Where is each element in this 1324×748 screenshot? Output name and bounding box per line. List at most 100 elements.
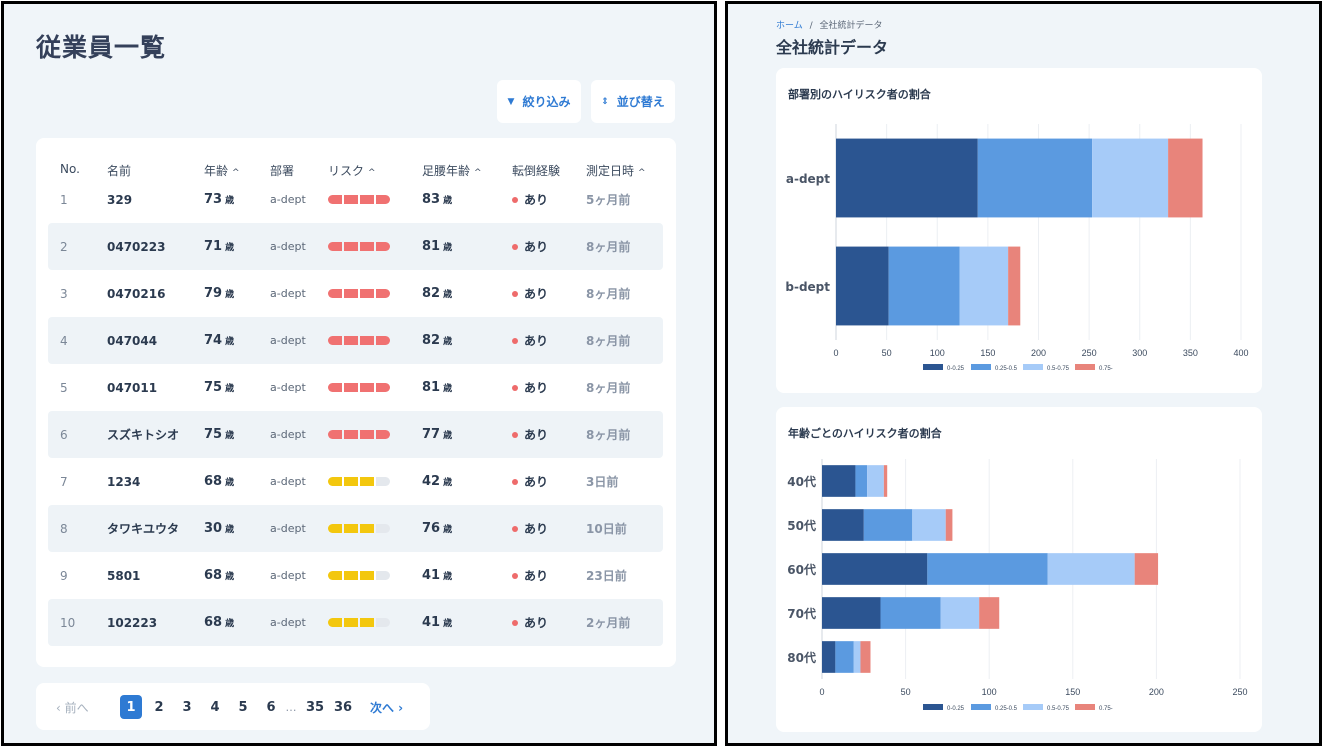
risk-segment [376,383,390,392]
foot-age-value: 82 [422,286,441,301]
fall-value: あり [524,287,549,301]
employee-age: 71 歳 [204,223,234,270]
sort-caret-icon[interactable]: ^ [368,168,376,178]
bar-segment [836,246,889,326]
measured-date: 8ヶ月前 [586,334,631,348]
employee-name: 0470216 [107,286,166,301]
table-row[interactable]: 5 047011 75 歳 a-dept 81 歳あり 8ヶ月前 [48,364,663,411]
bar-segment [1008,246,1021,326]
age-unit: 歳 [225,525,235,535]
page-button[interactable]: 5 [238,699,248,715]
column-header[interactable]: 年齢 ^ [204,162,240,179]
table-row[interactable]: 6 スズキトシオ 75 歳 a-dept 77 歳あり 8ヶ月前 [48,411,663,458]
sort-caret-icon[interactable]: ^ [232,168,240,178]
employee-dept: a-dept [270,381,306,394]
bar-segment [883,465,888,497]
column-header-label: リスク [328,164,365,178]
foot-age: 42 歳 [422,458,452,505]
status-dot-icon [512,525,518,532]
employee-dept: a-dept [270,522,306,535]
fall-experience: あり [512,411,548,458]
dept-risk-chart: 0 50 100 150 200 250 300 350 400 a-dept b-dept 0-0.… [785,124,1249,372]
column-header-label: 名前 [107,164,132,178]
table-row[interactable]: 1 329 73 歳 a-dept 83 歳あり 5ヶ月前 [48,176,663,223]
foot-age: 82 歳 [422,317,452,364]
age-value: 75 [204,427,223,442]
x-tick-label: 400 [1233,348,1248,358]
employee-age: 30 歳 [204,505,234,552]
risk-segment [344,289,358,298]
employee-age: 79 歳 [204,270,234,317]
measured-date: 3日前 [586,475,619,489]
foot-age: 83 歳 [422,176,452,223]
table-row[interactable]: 2 0470223 71 歳 a-dept 81 歳あり 8ヶ月前 [48,223,663,270]
employee-dept: a-dept [270,616,306,629]
age-unit: 歳 [225,619,235,629]
page-button[interactable]: 4 [210,699,220,715]
stats-title: 全社統計データ [776,38,889,57]
risk-segment [328,242,342,251]
table-row[interactable]: 3 0470216 79 歳 a-dept 82 歳あり 8ヶ月前 [48,270,663,317]
measured-date: 23日前 [586,569,627,583]
employee-name: 102223 [107,615,158,630]
age-value: 68 [204,568,223,583]
employee-dept: a-dept [270,569,306,582]
page-button[interactable]: 2 [154,699,164,715]
risk-segment [376,336,390,345]
page-button[interactable]: 3 [182,699,192,715]
sort-button[interactable]: ⇕ 並び替え [591,80,675,123]
filter-button[interactable]: ▼ 絞り込み [497,80,581,123]
table-row[interactable]: 7 1234 68 歳 a-dept 42 歳あり 3日前 [48,458,663,505]
employee-age: 68 歳 [204,552,234,599]
risk-segment [376,289,390,298]
foot-age-value: 83 [422,192,441,207]
risk-segment [328,430,342,439]
risk-segment [360,289,374,298]
breadcrumb-current: 全社統計データ [819,21,883,31]
page-button[interactable]: 35 [305,699,325,715]
fall-experience: あり [512,505,548,552]
x-tick-label: 150 [980,348,995,358]
legend-swatch [1023,704,1043,710]
table-row[interactable]: 8 タワキユウタ 30 歳 a-dept 76 歳あり 10日前 [48,505,663,552]
fall-value: あり [524,334,549,348]
table-row[interactable]: 9 5801 68 歳 a-dept 41 歳あり 23日前 [48,552,663,599]
risk-segment [328,336,342,345]
breadcrumb-home-link[interactable]: ホーム [776,21,803,31]
sort-caret-icon[interactable]: ^ [474,168,482,178]
bar-segment [863,509,913,541]
foot-age-unit: 歳 [443,384,453,394]
row-number: 3 [60,286,68,301]
y-category-label: 50代 [787,518,816,533]
page-button[interactable]: 1 [120,695,142,719]
column-header[interactable]: リスク ^ [328,162,376,179]
table-row[interactable]: 10 102223 68 歳 a-dept 41 歳あり 2ヶ月前 [48,599,663,646]
employee-table: No. 名前 年齢 ^ 部署 リスク ^ 足腰年齢 ^ 転倒経験 測定日時 ^ 1 329 73 歳 a-dep… [36,138,676,667]
risk-meter [328,270,392,317]
pagination: ‹ 前へ 1 2 3 4 5 6 … 35 36 次へ › [36,683,430,730]
column-header[interactable]: 足腰年齢 ^ [422,162,482,179]
legend-swatch [1075,364,1095,370]
prev-page-button[interactable]: ‹ 前へ [56,700,89,715]
x-tick-label: 50 [901,687,911,697]
legend-label: 0.75- [1099,366,1113,372]
status-dot-icon [512,384,518,391]
sort-caret-icon[interactable]: ^ [638,168,646,178]
age-unit: 歳 [225,243,235,253]
measured-date: 8ヶ月前 [586,240,631,254]
bar-segment [822,641,836,673]
column-header[interactable]: 測定日時 ^ [586,162,646,179]
company-stats-panel: ホーム / 全社統計データ 全社統計データ 部署別のハイリスク者の割合 0 50 1… [725,1,1322,746]
table-row[interactable]: 4 047044 74 歳 a-dept 82 歳あり 8ヶ月前 [48,317,663,364]
legend-swatch [923,704,943,710]
risk-meter [328,458,392,505]
risk-segment [344,430,358,439]
risk-meter [328,552,392,599]
next-page-button[interactable]: 次へ › [370,700,404,715]
bar-segment [822,553,928,585]
page-button[interactable]: 36 [333,699,353,715]
bar-segment [945,509,953,541]
age-value: 73 [204,192,223,207]
page-button[interactable]: 6 [266,699,276,715]
legend-swatch [1075,704,1095,710]
